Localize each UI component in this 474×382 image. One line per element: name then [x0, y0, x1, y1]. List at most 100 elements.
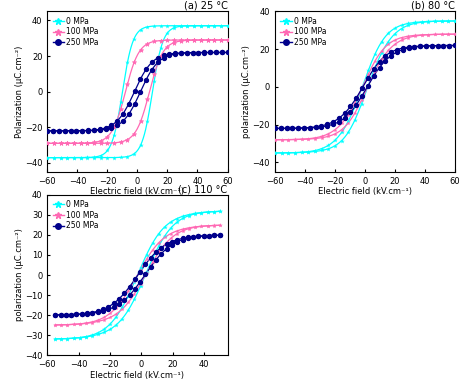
Point	[271, 125, 279, 131]
Point	[428, 43, 436, 49]
Point	[283, 125, 291, 131]
Point	[306, 125, 314, 131]
Point	[191, 23, 198, 29]
Point	[144, 24, 151, 30]
Point	[195, 50, 202, 56]
Point	[161, 241, 169, 248]
Point	[298, 149, 305, 155]
Point	[393, 49, 401, 55]
Point	[110, 140, 118, 146]
Point	[73, 311, 80, 317]
Point	[271, 150, 279, 156]
Point	[284, 137, 292, 143]
Point	[370, 73, 377, 79]
Point	[125, 111, 133, 117]
Point	[177, 23, 184, 29]
Point	[304, 149, 312, 155]
Point	[157, 45, 164, 51]
Point	[118, 306, 126, 312]
Point	[335, 115, 343, 121]
Point	[271, 137, 279, 143]
Point	[155, 243, 163, 249]
Point	[84, 127, 92, 133]
Point	[52, 312, 59, 318]
Point	[358, 85, 366, 91]
Point	[167, 219, 175, 225]
Point	[204, 223, 211, 229]
Point	[197, 23, 205, 29]
Point	[331, 143, 339, 149]
Point	[358, 97, 365, 103]
Point	[149, 255, 156, 261]
Point	[84, 128, 92, 134]
Point	[451, 42, 459, 49]
Point	[416, 43, 424, 49]
Point	[204, 37, 211, 43]
Point	[294, 125, 302, 131]
Point	[90, 127, 98, 133]
Point	[411, 32, 419, 39]
Point	[398, 26, 405, 32]
Point	[110, 300, 118, 306]
Point	[370, 66, 377, 72]
Point	[201, 49, 208, 55]
Point	[418, 32, 426, 38]
Point	[200, 233, 208, 239]
Point	[224, 49, 231, 55]
Text: (a) 25 °C: (a) 25 °C	[183, 1, 228, 11]
Point	[184, 23, 191, 29]
Point	[179, 213, 187, 219]
Point	[312, 125, 319, 131]
Point	[393, 47, 401, 53]
Point	[161, 233, 169, 239]
Point	[294, 125, 302, 131]
Point	[131, 277, 138, 283]
Point	[353, 95, 360, 101]
Point	[185, 212, 193, 219]
Point	[331, 127, 339, 133]
Point	[371, 58, 379, 64]
Point	[204, 23, 211, 29]
Point	[434, 42, 441, 49]
Point	[204, 37, 211, 43]
Point	[271, 125, 279, 131]
Point	[300, 125, 308, 131]
Point	[331, 131, 339, 137]
Point	[298, 136, 305, 142]
Legend: 0 MPa, 100 MPa, 250 MPa: 0 MPa, 100 MPa, 250 MPa	[51, 199, 100, 232]
Point	[445, 31, 452, 37]
Point	[216, 232, 223, 238]
Point	[399, 45, 407, 51]
Point	[97, 140, 105, 146]
Point	[404, 33, 412, 39]
Point	[52, 336, 59, 342]
Point	[99, 306, 107, 312]
Point	[351, 103, 359, 109]
Point	[150, 78, 158, 84]
Point	[91, 154, 98, 160]
Point	[224, 37, 231, 43]
Point	[284, 150, 292, 156]
Point	[79, 128, 86, 134]
Point	[137, 47, 145, 53]
Point	[77, 155, 84, 161]
Point	[304, 136, 312, 142]
Point	[422, 43, 430, 49]
Point	[311, 135, 319, 141]
Point	[170, 25, 178, 31]
Point	[88, 319, 96, 325]
Point	[172, 51, 179, 57]
Point	[143, 269, 150, 275]
Point	[70, 321, 77, 327]
Point	[345, 120, 352, 126]
Point	[94, 317, 101, 323]
Point	[44, 140, 51, 146]
Point	[410, 44, 418, 50]
Point	[108, 122, 115, 128]
Point	[338, 129, 346, 136]
Point	[439, 42, 447, 49]
Point	[73, 128, 80, 134]
Point	[57, 140, 64, 146]
Point	[306, 125, 314, 131]
Point	[131, 277, 138, 283]
